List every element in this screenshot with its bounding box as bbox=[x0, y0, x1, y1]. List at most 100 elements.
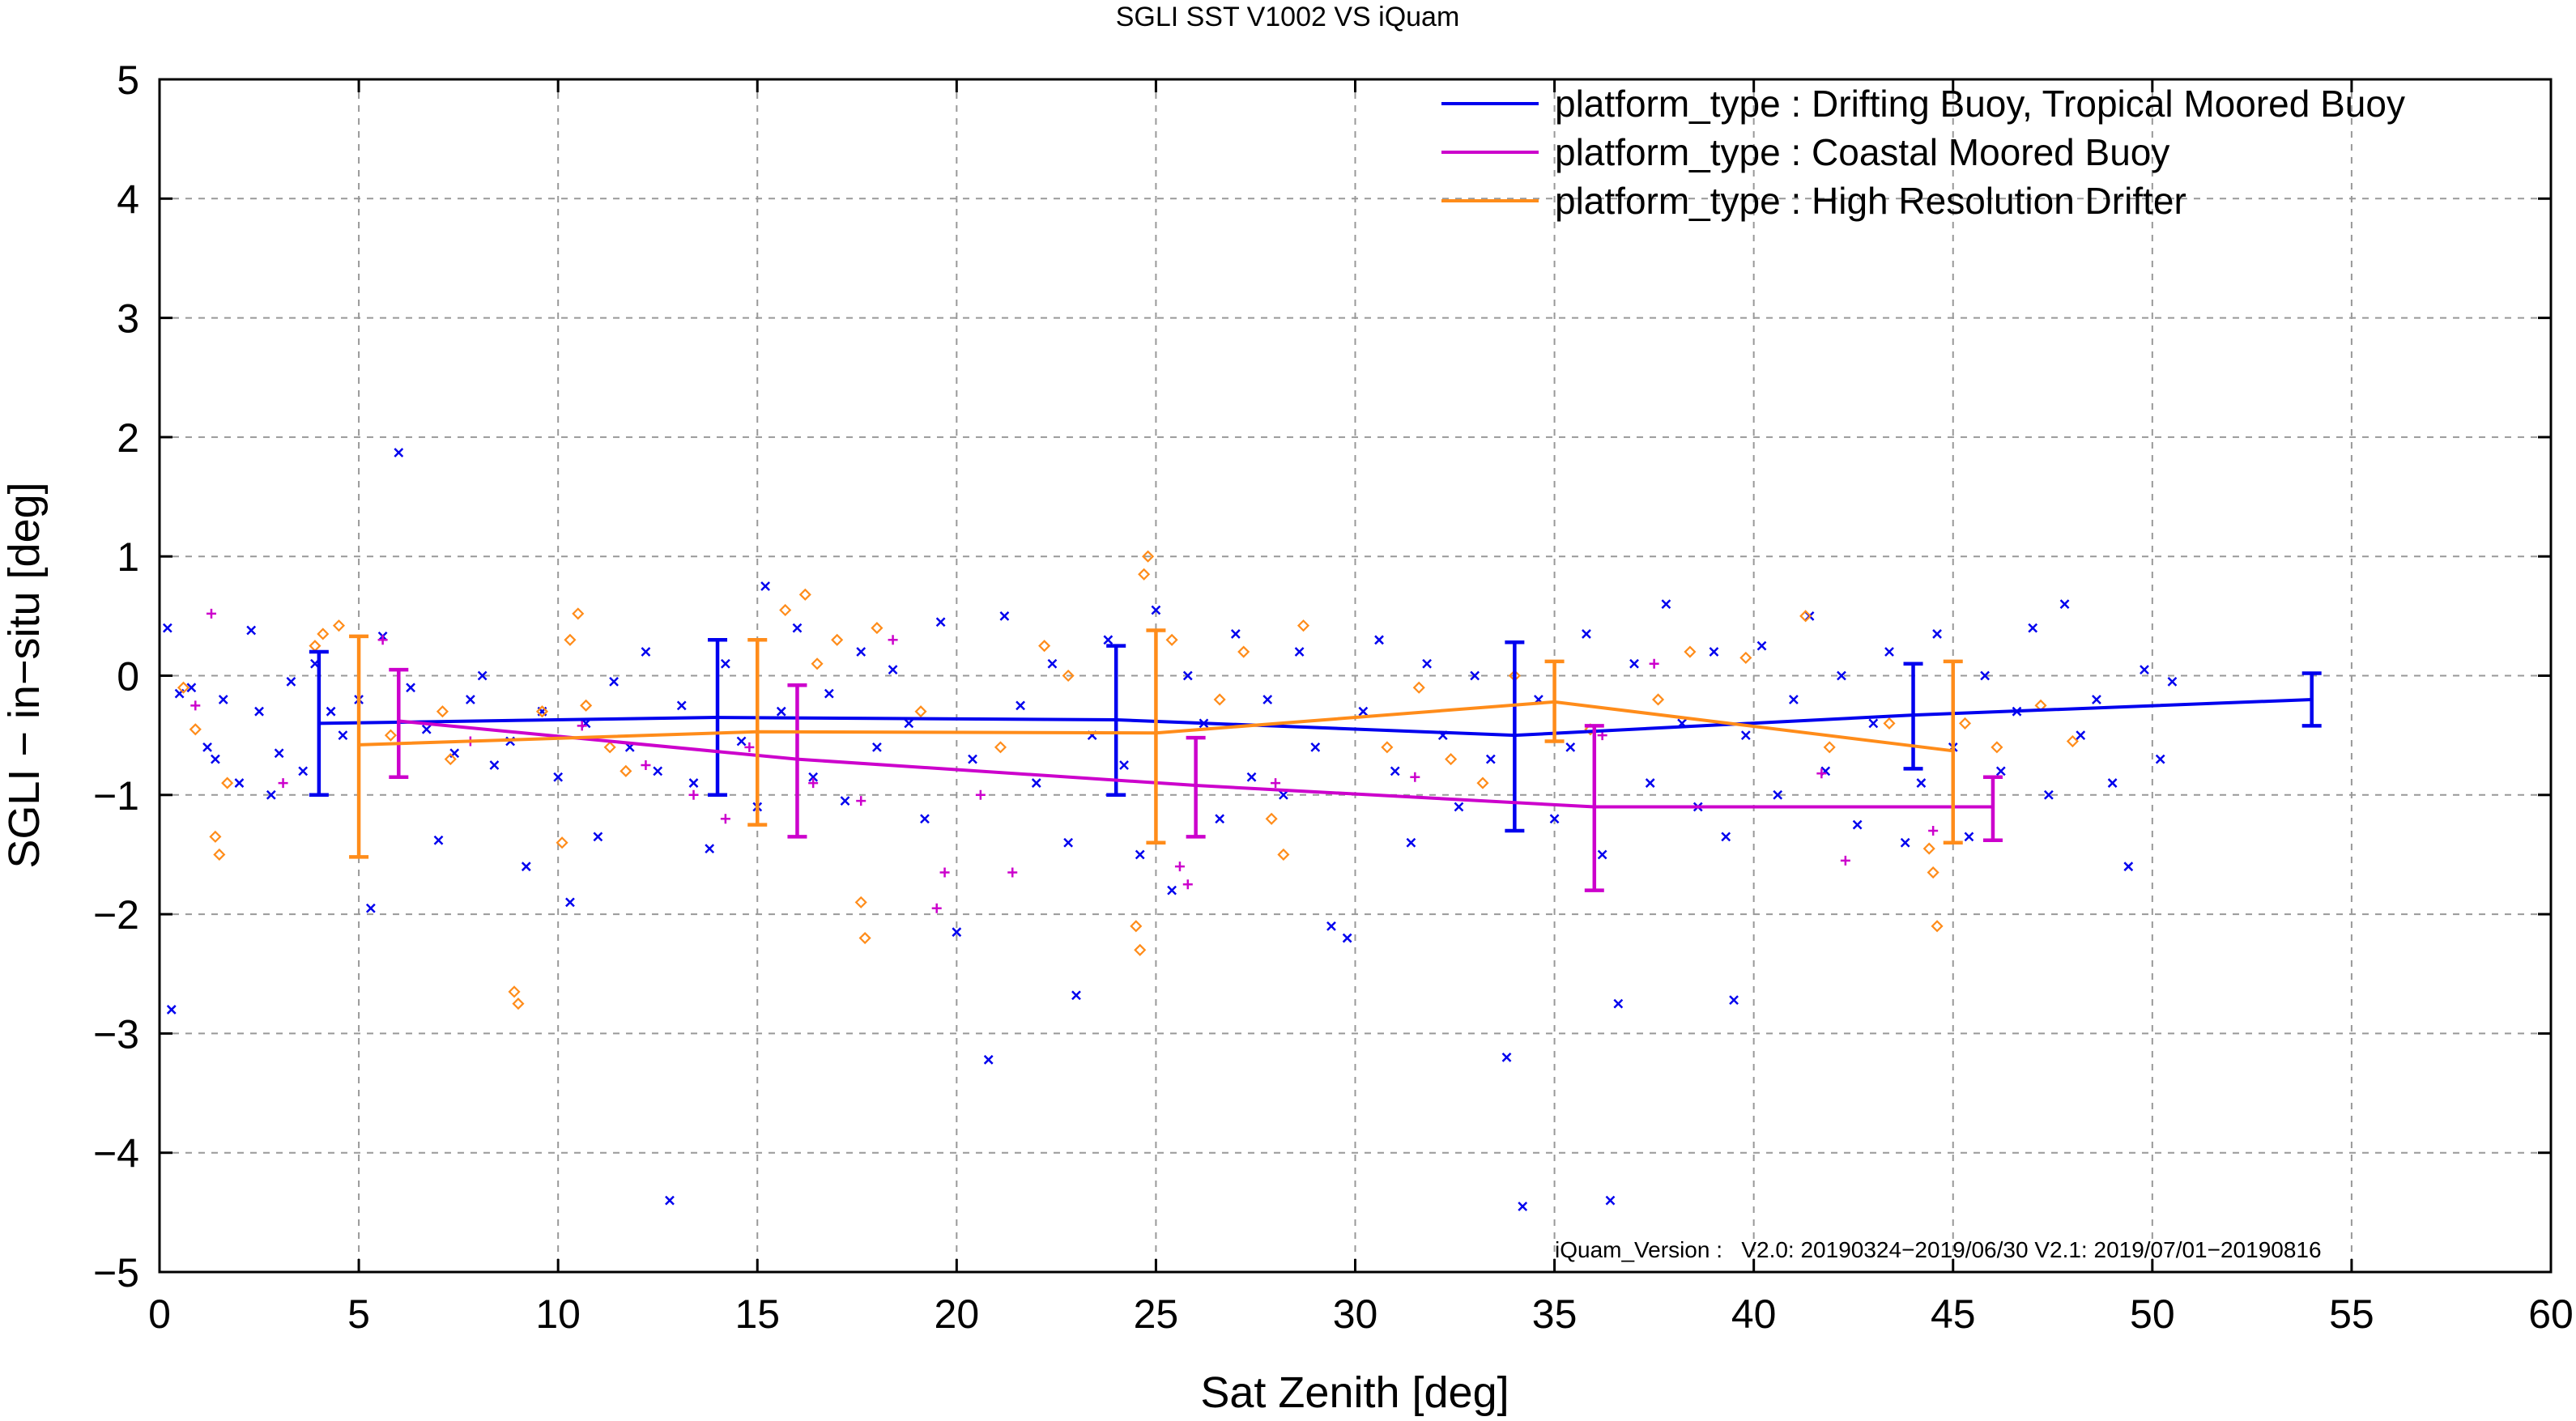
data-point bbox=[1230, 629, 1241, 639]
data-point bbox=[593, 832, 603, 842]
data-point bbox=[1119, 760, 1129, 770]
series-points bbox=[190, 608, 1939, 913]
data-point bbox=[254, 706, 264, 717]
data-point bbox=[394, 448, 404, 457]
data-point bbox=[1213, 693, 1226, 706]
data-point bbox=[508, 985, 521, 998]
data-point bbox=[935, 617, 946, 628]
version-annotation: iQuam_Version : V2.0: 20190324−2019/06/3… bbox=[1555, 1237, 2322, 1262]
y-tick-label: −5 bbox=[93, 1250, 139, 1295]
data-point bbox=[1739, 651, 1752, 664]
error-bar bbox=[1505, 640, 1525, 833]
data-point bbox=[1445, 753, 1458, 766]
data-point bbox=[1823, 741, 1836, 754]
data-point bbox=[1265, 812, 1278, 825]
data-point bbox=[1015, 700, 1025, 711]
data-point bbox=[221, 776, 234, 789]
data-point bbox=[1151, 605, 1161, 615]
data-point bbox=[603, 741, 616, 754]
data-point bbox=[2028, 623, 2038, 633]
data-point bbox=[1031, 778, 1041, 788]
data-point bbox=[1374, 635, 1384, 645]
data-point bbox=[1381, 741, 1394, 754]
data-point bbox=[298, 766, 309, 776]
data-point bbox=[1645, 778, 1655, 788]
data-point bbox=[202, 742, 212, 752]
data-point bbox=[166, 1005, 177, 1015]
data-point bbox=[840, 796, 850, 806]
data-point bbox=[641, 759, 651, 770]
data-point bbox=[553, 772, 564, 782]
series-mean-line bbox=[318, 697, 2312, 738]
data-point bbox=[2066, 734, 2079, 748]
data-point bbox=[1165, 633, 1178, 646]
x-tick-label: 35 bbox=[1532, 1291, 1578, 1337]
data-point bbox=[609, 676, 619, 687]
series-points bbox=[162, 448, 2178, 1211]
data-point bbox=[1773, 789, 1783, 800]
data-point bbox=[421, 724, 432, 734]
data-point bbox=[338, 730, 348, 741]
data-point bbox=[871, 622, 884, 635]
data-point bbox=[744, 742, 755, 752]
data-point bbox=[1868, 718, 1879, 729]
data-point bbox=[705, 844, 715, 853]
data-point bbox=[1470, 670, 1480, 681]
data-point bbox=[1182, 670, 1193, 681]
x-axis-label: Sat Zenith [deg] bbox=[1200, 1368, 1509, 1417]
data-point bbox=[1501, 1052, 1512, 1062]
data-point bbox=[2107, 778, 2118, 788]
data-point bbox=[577, 721, 587, 731]
data-point bbox=[720, 658, 730, 669]
legend: platform_type : Drifting Buoy, Tropical … bbox=[1441, 83, 2405, 222]
data-point bbox=[317, 628, 330, 640]
data-point bbox=[1135, 849, 1145, 860]
data-point bbox=[1294, 647, 1305, 657]
data-point bbox=[1799, 610, 1812, 623]
data-point bbox=[1182, 879, 1193, 890]
y-tick-label: −1 bbox=[93, 773, 139, 819]
data-point bbox=[564, 633, 577, 646]
x-tick-label: 5 bbox=[347, 1291, 370, 1337]
x-tick-label: 40 bbox=[1731, 1291, 1777, 1337]
data-point bbox=[1422, 658, 1432, 669]
x-tick-label: 0 bbox=[148, 1291, 171, 1337]
data-point bbox=[1884, 647, 1894, 657]
data-point bbox=[1310, 742, 1321, 752]
data-point bbox=[1964, 832, 1974, 842]
data-point bbox=[1980, 670, 1991, 681]
x-tick-label: 20 bbox=[935, 1291, 980, 1337]
error-bar bbox=[747, 638, 768, 827]
data-point bbox=[776, 706, 786, 717]
data-point bbox=[436, 705, 449, 718]
data-point bbox=[1649, 658, 1659, 669]
data-point bbox=[1928, 825, 1939, 836]
data-point bbox=[1326, 921, 1336, 931]
data-point bbox=[931, 903, 942, 913]
data-point bbox=[1246, 772, 1257, 782]
data-point bbox=[1138, 568, 1151, 581]
data-point bbox=[1412, 681, 1425, 694]
data-point bbox=[2167, 676, 2178, 687]
data-point bbox=[676, 700, 687, 711]
data-point bbox=[1729, 995, 1739, 1006]
data-point bbox=[920, 814, 930, 824]
error-bar bbox=[349, 634, 369, 859]
data-point bbox=[620, 764, 632, 777]
data-point bbox=[1991, 741, 2003, 754]
data-point bbox=[779, 603, 792, 617]
error-bar bbox=[708, 638, 728, 798]
data-point bbox=[1883, 717, 1896, 730]
data-point bbox=[326, 706, 336, 717]
data-point bbox=[856, 647, 866, 657]
series-points bbox=[177, 550, 2079, 1010]
error-bar bbox=[787, 683, 807, 839]
data-point bbox=[808, 778, 819, 789]
data-point bbox=[688, 789, 699, 800]
data-point bbox=[968, 754, 977, 764]
data-point bbox=[565, 897, 575, 908]
data-point bbox=[477, 670, 488, 681]
error-bar bbox=[389, 667, 409, 779]
data-point bbox=[1932, 629, 1942, 639]
